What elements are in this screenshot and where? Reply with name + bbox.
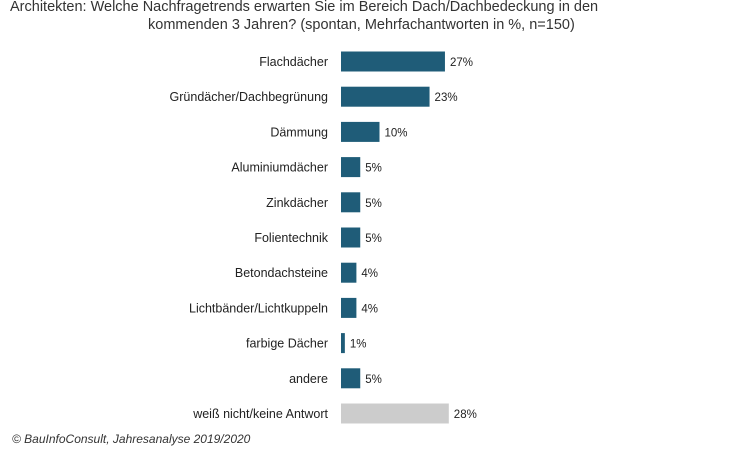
chart-title-line-1: Architekten: Welche Nachfragetrends erwa… [10, 0, 599, 15]
value-label: 5% [365, 198, 382, 210]
category-label: farbige Dächer [246, 337, 328, 351]
bar [341, 333, 345, 354]
value-label: 23% [435, 92, 458, 104]
category-label: Dämmung [270, 125, 328, 139]
bar [341, 262, 357, 283]
value-label: 4% [361, 268, 378, 280]
value-label: 5% [365, 233, 382, 245]
bar [341, 227, 361, 248]
value-label: 5% [365, 374, 382, 386]
value-label: 10% [385, 127, 408, 139]
category-label: Aluminiumdächer [231, 161, 328, 175]
category-label: weiß nicht/keine Antwort [192, 407, 328, 421]
value-label: 4% [361, 303, 378, 315]
bar [341, 403, 449, 424]
bar [341, 368, 361, 389]
category-label: andere [289, 372, 328, 386]
bar [341, 121, 380, 142]
value-label: 28% [454, 409, 477, 421]
category-label: Flachdächer [259, 55, 328, 69]
value-label: 5% [365, 163, 382, 175]
bar [341, 297, 357, 318]
category-label: Lichtbänder/Lichtkuppeln [189, 301, 328, 315]
value-label: 27% [450, 57, 473, 69]
bar [341, 86, 430, 107]
category-label: Zinkdächer [266, 196, 328, 210]
value-label: 1% [350, 339, 367, 351]
chart-title: Architekten: Welche Nachfragetrends erwa… [0, 0, 750, 34]
chart-title-line-2: kommenden 3 Jahren? (spontan, Mehrfachan… [148, 17, 575, 33]
copyright-footer: © BauInfoConsult, Jahresanalyse 2019/202… [12, 432, 251, 446]
bar [341, 157, 361, 178]
category-label: Folientechnik [254, 231, 328, 245]
category-label: Gründächer/Dachbegrünung [170, 90, 328, 104]
bar [341, 51, 445, 72]
bar [341, 192, 361, 213]
category-label: Betondachsteine [235, 266, 328, 280]
